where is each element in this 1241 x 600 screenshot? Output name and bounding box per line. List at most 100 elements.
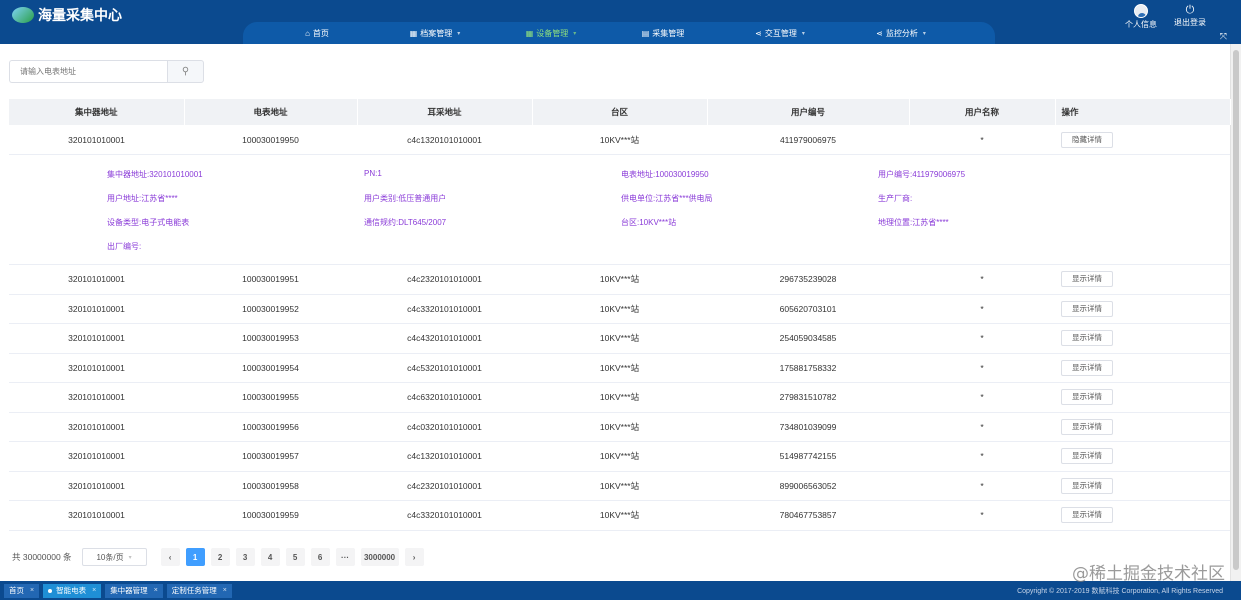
cell-meter: 100030019951: [184, 264, 357, 295]
nav-item-0[interactable]: ⌂ 首页: [257, 22, 377, 44]
fullscreen-icon[interactable]: ⤧: [1219, 31, 1227, 41]
search-button[interactable]: ⚲: [167, 60, 204, 83]
page-size-select[interactable]: 10条/页 ▾: [81, 548, 147, 566]
table-row: 320101010001 100030019955 c4c6320101010001…: [9, 382, 1230, 413]
nav-item-1[interactable]: ▦ 档案管理 ▾: [377, 22, 493, 44]
main-nav: ⌂ 首页 ▦ 档案管理 ▾ ▦ 设备管理 ▾ ▤ 采集管理 ⋖ 交互管理 ▾ ⋖ 监控分析 ▾: [243, 22, 995, 44]
scrollbar-thumb[interactable]: [1233, 50, 1239, 570]
show-detail-button[interactable]: 显示详情: [1061, 448, 1113, 465]
device-icon: ▦: [525, 28, 534, 38]
page-ellipsis[interactable]: ···: [335, 548, 355, 566]
share-icon: ⋖: [755, 28, 762, 38]
close-icon[interactable]: ×: [153, 587, 158, 594]
prev-page-button[interactable]: ‹: [160, 548, 180, 566]
next-page-button[interactable]: ›: [404, 548, 424, 566]
detail-field: 出厂编号:: [107, 242, 142, 251]
table-row: 320101010001 100030019959 c4c3320101010001…: [9, 500, 1230, 531]
cell-area: 10KV***站: [532, 382, 707, 413]
table-row: 320101010001 100030019956 c4c0320101010001…: [9, 412, 1230, 442]
page-5[interactable]: 5: [285, 548, 305, 566]
hide-detail-button[interactable]: 隐藏详情: [1061, 131, 1113, 148]
cell-meter: 100030019954: [184, 353, 357, 383]
cell-area: 10KV***站: [532, 471, 707, 501]
show-detail-button[interactable]: 显示详情: [1061, 271, 1113, 288]
nav-label: 交互管理: [764, 28, 797, 38]
footer-tab[interactable]: 首页 ×: [4, 583, 40, 598]
cell-user-no: 279831510782: [707, 382, 909, 413]
close-icon[interactable]: ×: [30, 587, 35, 594]
cell-actions: 显示详情: [1055, 323, 1230, 354]
show-detail-button[interactable]: 显示详情: [1061, 477, 1113, 494]
page-3000000[interactable]: 3000000: [360, 548, 399, 566]
footer-tabbar: 首页 × 智能电表 × 集中器管理 × 定制任务管理 × Copyright © 2017-2…: [0, 581, 1241, 600]
table-row: 320101010001 100030019951 c4c2320101010001…: [9, 264, 1230, 295]
nav-label: 首页: [312, 28, 329, 38]
cell-concentrator: 320101010001: [9, 441, 184, 472]
page-3[interactable]: 3: [235, 548, 255, 566]
show-detail-button[interactable]: 显示详情: [1061, 300, 1113, 317]
nav-item-4[interactable]: ⋖ 交互管理 ▾: [717, 22, 843, 44]
cell-concentrator: 320101010001: [9, 353, 184, 383]
cell-user-no: 734801039099: [707, 412, 909, 442]
cell-user-name: *: [909, 294, 1055, 324]
cell-meter: 100030019958: [184, 471, 357, 501]
table-row: 320101010001 100030019954 c4c5320101010001…: [9, 353, 1230, 383]
nav-label: 档案管理: [420, 28, 453, 38]
nav-item-3[interactable]: ▤ 采集管理: [609, 22, 717, 44]
nav-item-2[interactable]: ▦ 设备管理 ▾: [493, 22, 609, 44]
cell-meter: 100030019953: [184, 323, 357, 354]
detail-grid: 集中器地址:320101010001 PN:1 电表地址:100030019950 用…: [107, 169, 1230, 251]
watermark: @稀土掘金技术社区: [1072, 564, 1225, 584]
monitor-icon: ⋖: [876, 28, 883, 38]
power-icon: ⏻: [1185, 4, 1195, 16]
detail-field: 用户类别:低压普通用户: [364, 194, 447, 203]
page-4[interactable]: 4: [260, 548, 280, 566]
cell-user-name: *: [909, 323, 1055, 354]
profile-label: 个人信息: [1125, 20, 1157, 29]
cell-concentrator: 320101010001: [9, 382, 184, 413]
cell-area: 10KV***站: [532, 264, 707, 295]
profile-button[interactable]: 个人信息: [1125, 4, 1157, 30]
cell-user-no: 411979006975: [707, 125, 909, 155]
nav-item-5[interactable]: ⋖ 监控分析 ▾: [843, 22, 959, 44]
page-1[interactable]: 1: [185, 548, 205, 566]
meter-search-input[interactable]: [9, 60, 167, 83]
detail-field: 供电单位:江苏省***供电局: [621, 194, 713, 203]
show-detail-button[interactable]: 显示详情: [1061, 359, 1113, 376]
logout-button[interactable]: ⏻ 退出登录: [1174, 4, 1206, 28]
footer-tab[interactable]: 定制任务管理 ×: [166, 583, 232, 598]
close-icon[interactable]: ×: [92, 587, 97, 594]
cell-area: 10KV***站: [532, 412, 707, 442]
cell-concentrator: 320101010001: [9, 323, 184, 354]
cell-collector: c4c6320101010001: [357, 382, 532, 413]
show-detail-button[interactable]: 显示详情: [1061, 389, 1113, 406]
cell-user-name: *: [909, 441, 1055, 472]
detail-cell: 集中器地址:320101010001 PN:1 电表地址:100030019950 用…: [9, 154, 1230, 265]
detail-field: 用户编号:411979006975: [878, 170, 966, 179]
close-icon[interactable]: ×: [222, 587, 227, 594]
footer-tab[interactable]: 智能电表 ×: [43, 583, 102, 598]
nav-label: 监控分析: [885, 28, 918, 38]
page-6[interactable]: 6: [310, 548, 330, 566]
column-header: 用户编号: [707, 99, 910, 125]
detail-field: PN:1: [364, 169, 382, 178]
cell-actions: 显示详情: [1055, 412, 1230, 442]
search-icon: ⚲: [181, 66, 190, 77]
cell-user-name: *: [909, 500, 1055, 531]
show-detail-button[interactable]: 显示详情: [1061, 418, 1113, 435]
column-header: 用户名称: [909, 99, 1056, 125]
chevron-down-icon: ▾: [573, 30, 577, 37]
cell-area: 10KV***站: [532, 323, 707, 354]
column-header: 耳采地址: [357, 99, 533, 125]
cell-collector: c4c1320101010001: [357, 125, 532, 155]
cell-meter: 100030019959: [184, 500, 357, 531]
cell-concentrator: 320101010001: [9, 412, 184, 442]
cell-actions: 显示详情: [1055, 441, 1230, 472]
show-detail-button[interactable]: 显示详情: [1061, 330, 1113, 347]
page-2[interactable]: 2: [210, 548, 230, 566]
avatar-icon: [1134, 4, 1148, 18]
footer-tab[interactable]: 集中器管理 ×: [105, 583, 163, 598]
scrollbar[interactable]: [1230, 44, 1241, 581]
show-detail-button[interactable]: 显示详情: [1061, 507, 1113, 524]
cell-area: 10KV***站: [532, 441, 707, 472]
